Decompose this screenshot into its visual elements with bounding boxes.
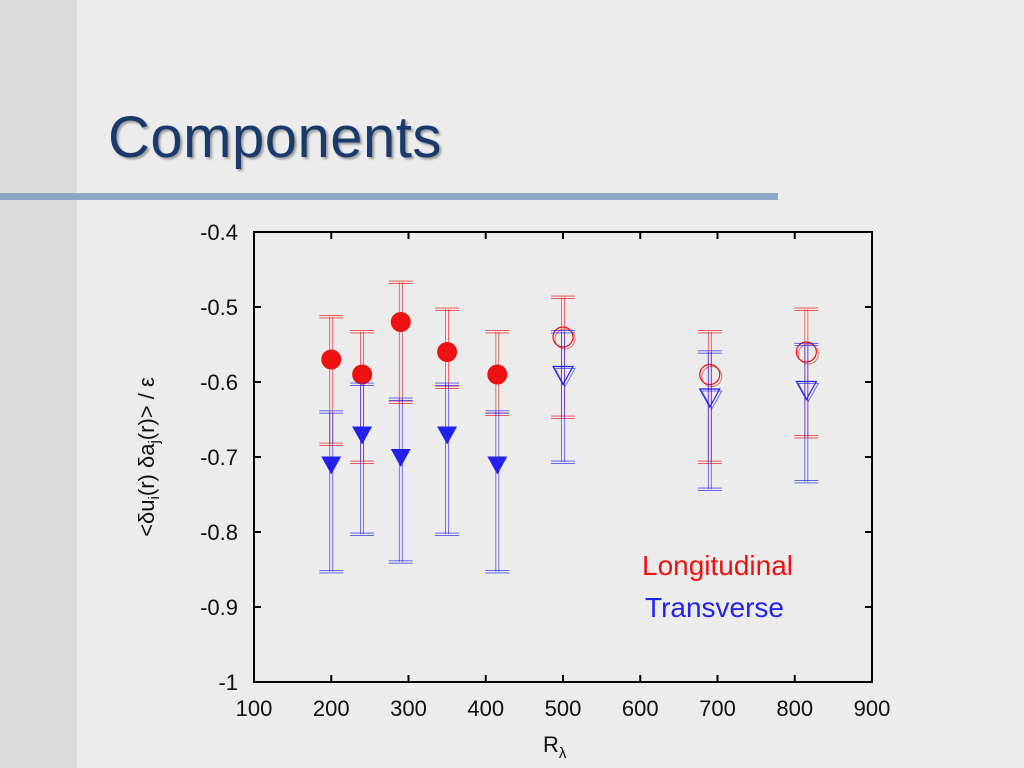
x-tick-label: 500 <box>545 696 582 721</box>
slide-left-band <box>0 0 77 768</box>
x-tick-label: 600 <box>622 696 659 721</box>
transverse-point <box>352 426 373 445</box>
longitudinal-point <box>699 363 721 386</box>
y-tick-label: -0.4 <box>200 220 238 245</box>
transverse-point-shadow <box>700 390 723 411</box>
x-axis-title: Rλ <box>543 732 567 762</box>
longitudinal-point <box>352 364 373 385</box>
x-tick-label: 700 <box>699 696 736 721</box>
longitudinal-point <box>437 342 458 362</box>
transverse-point <box>487 456 508 475</box>
y-tick-label: -0.6 <box>200 370 238 395</box>
transverse-point <box>551 365 575 386</box>
x-axis-title-main: R <box>543 732 559 757</box>
transverse-point-shadow <box>554 368 576 388</box>
longitudinal-point <box>390 312 411 332</box>
x-tick-label: 400 <box>467 696 504 721</box>
longitudinal-point-shadow <box>701 366 723 387</box>
transverse-point <box>390 449 411 467</box>
transverse-point-shadow <box>797 383 820 403</box>
transverse-point <box>321 456 342 475</box>
y-tick-label: -0.7 <box>200 445 238 470</box>
y-tick-label: -0.5 <box>200 295 238 320</box>
y-tick-label: -0.9 <box>200 595 238 620</box>
y-tick-label: -1 <box>218 670 238 695</box>
x-tick-label: 900 <box>854 696 891 721</box>
axis-ticks <box>253 231 873 683</box>
longitudinal-point-shadow <box>797 343 819 365</box>
y-tick-label: -0.8 <box>200 520 238 545</box>
longitudinal-point <box>795 341 817 363</box>
x-tick-label: 800 <box>776 696 813 721</box>
longitudinal-point-shadow <box>554 328 576 350</box>
x-tick-label: 100 <box>236 696 273 721</box>
x-tick-labels: 100 200 300 400 500 600 700 800 900 <box>236 696 891 721</box>
transverse-point <box>795 380 818 401</box>
x-tick-label: 300 <box>390 696 427 721</box>
y-axis-title: <δui(r) δaj(r)> / ε <box>134 377 163 537</box>
longitudinal-point <box>321 349 342 370</box>
transverse-point <box>698 388 721 409</box>
longitudinal-point <box>487 364 508 385</box>
legend-transverse: Transverse <box>645 592 784 623</box>
slide-title: Components <box>108 105 442 170</box>
title-underline <box>0 193 778 200</box>
x-tick-label: 200 <box>313 696 350 721</box>
transverse-point <box>437 426 458 445</box>
longitudinal-point <box>552 326 574 348</box>
x-axis-title-sub: λ <box>559 745 567 762</box>
legend-longitudinal: Longitudinal <box>642 550 793 581</box>
data-marks <box>319 280 820 574</box>
y-tick-labels: -0.4 -0.5 -0.6 -0.7 -0.8 -0.9 -1 <box>200 220 238 695</box>
